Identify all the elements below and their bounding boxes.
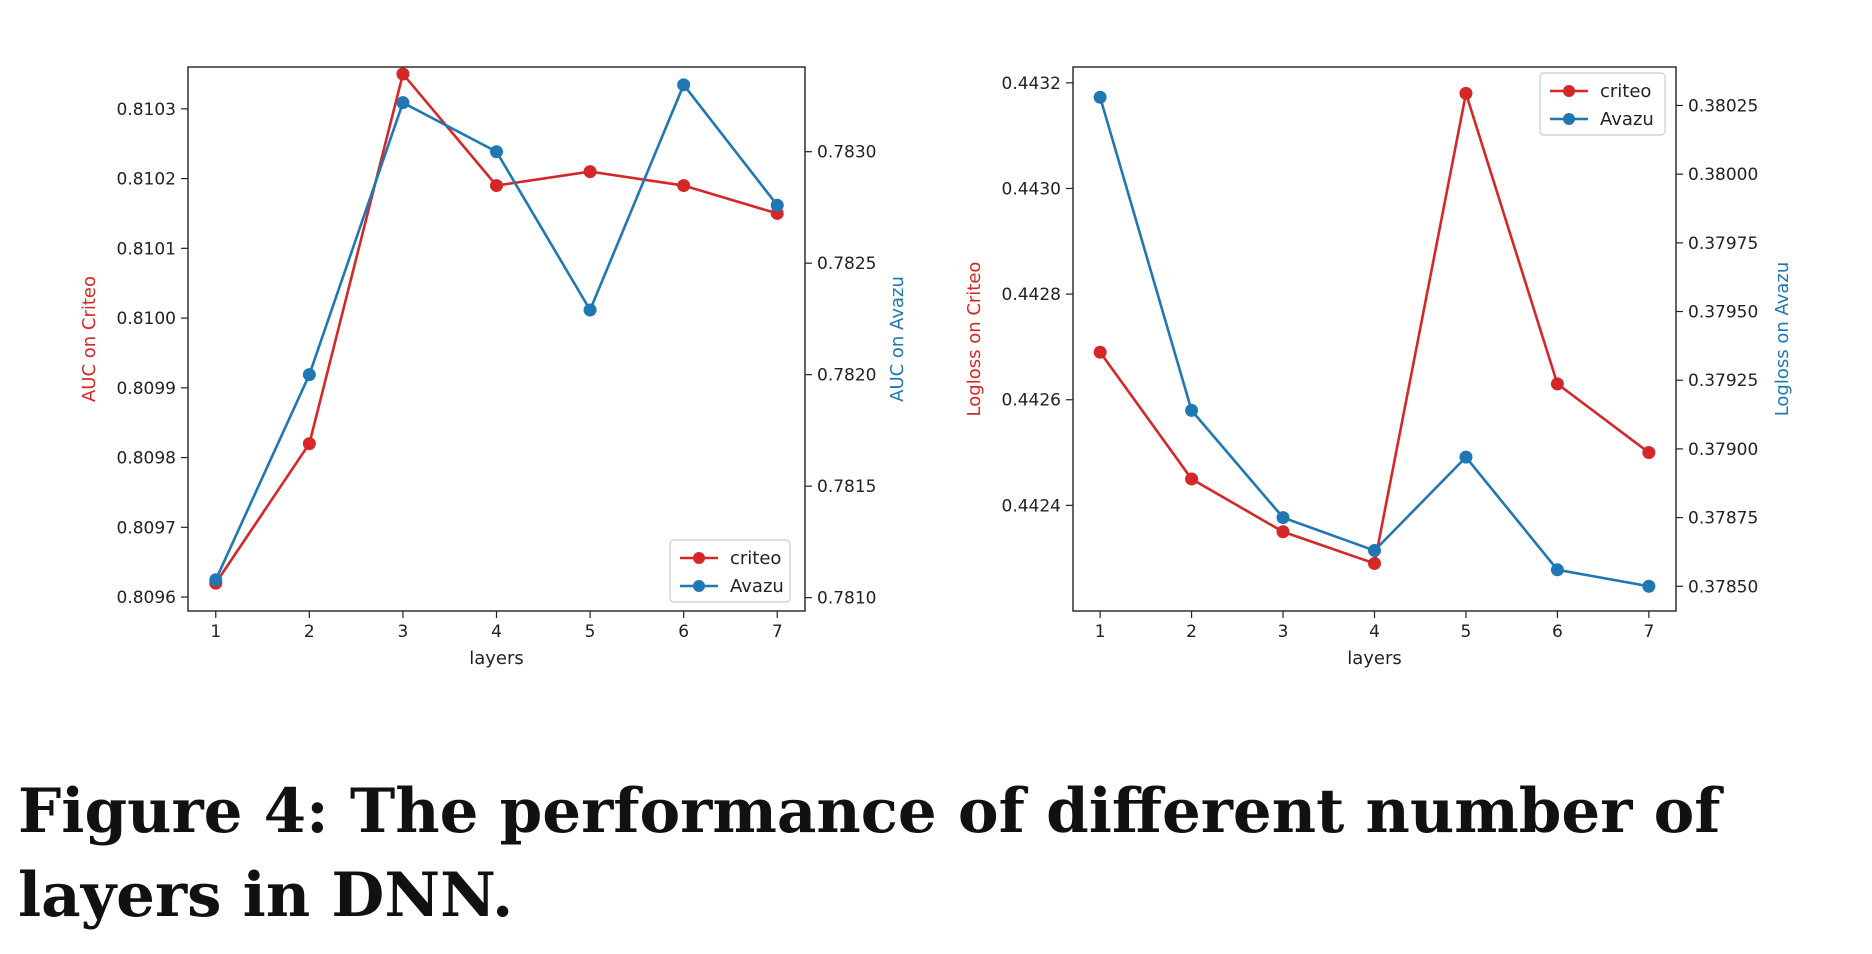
legend-marker-criteo: [693, 552, 705, 564]
data-point-criteo: [1550, 377, 1564, 391]
series-line-avazu: [214, 82, 779, 581]
auc-chart: 1 2 3 4 5 6 7 0.8096 0.8097 0.8098 0.8099 0.8100 0.8…: [79, 66, 908, 669]
x-tick-label: 4: [491, 622, 502, 642]
data-point-avazu: [1276, 511, 1290, 525]
y-right-tick-label: 0.37925: [1688, 371, 1758, 391]
figure-canvas: 1 2 3 4 5 6 7 0.8096 0.8097 0.8098 0.8099 0.8100 0.8…: [79, 66, 1793, 669]
y-left-tick-label: 0.8099: [117, 379, 176, 399]
y-right-tick-label: 0.37950: [1688, 303, 1758, 323]
series-line-criteo: [1099, 93, 1650, 566]
x-tick-label: 1: [1095, 622, 1106, 642]
data-point-criteo: [1093, 345, 1107, 359]
data-point-avazu: [302, 368, 316, 382]
y-left-tick-label: 0.4432: [1002, 74, 1061, 94]
series-line-avazu: [1098, 96, 1650, 588]
y-right-tick-label: 0.7825: [817, 254, 876, 274]
data-point-avazu: [1368, 544, 1381, 558]
y-left-tick-label: 0.8100: [117, 309, 176, 329]
x-tick-label: 7: [772, 622, 783, 642]
data-point-criteo: [1459, 86, 1473, 100]
legend-label-avazu: Avazu: [730, 576, 784, 597]
data-point-criteo: [302, 437, 316, 451]
y-right-axis-label: Logloss on Avazu: [1772, 262, 1793, 417]
y-left-tick-label: 0.4426: [1002, 391, 1061, 411]
legend-marker-avazu: [693, 580, 705, 592]
y-right-tick-label: 0.7830: [817, 143, 876, 163]
y-left-axis-label: AUC on Criteo: [79, 276, 100, 402]
x-axis-label: layers: [1347, 648, 1402, 669]
legend-label-criteo: criteo: [1600, 81, 1651, 102]
x-axis-label: layers: [469, 648, 524, 669]
legend-label-criteo: criteo: [730, 548, 781, 569]
y-left-tick-label: 0.4424: [1002, 496, 1061, 516]
y-left-tick-label: 0.8103: [117, 100, 176, 120]
y-right-tick-label: 0.38025: [1688, 96, 1758, 116]
x-tick-label: 2: [304, 622, 315, 642]
data-point-avazu: [1459, 450, 1473, 464]
y-left-tick-label: 0.4428: [1002, 285, 1061, 305]
y-left-tick-label: 0.4430: [1002, 179, 1061, 199]
y-right-tick-label: 0.7815: [817, 477, 876, 497]
data-point-avazu: [1550, 563, 1564, 577]
data-point-avazu: [677, 78, 691, 92]
data-point-criteo: [490, 179, 503, 193]
legend-marker-avazu: [1563, 113, 1575, 125]
y-left-tick-label: 0.8098: [117, 449, 176, 469]
data-point-avazu: [1642, 579, 1656, 593]
y-left-axis-label: Logloss on Criteo: [964, 262, 985, 417]
data-point-avazu: [490, 145, 503, 159]
y-left-tick-label: 0.8097: [117, 518, 176, 538]
x-tick-label: 7: [1643, 622, 1654, 642]
y-right-tick-label: 0.37850: [1688, 577, 1758, 597]
data-point-avazu: [396, 96, 410, 110]
x-tick-label: 6: [678, 622, 689, 642]
y-left-tick-label: 0.8102: [117, 170, 176, 190]
y-left-tick-label: 0.8096: [117, 588, 176, 608]
x-tick-label: 1: [210, 622, 221, 642]
y-right-tick-label: 0.7810: [817, 589, 876, 609]
x-tick-label: 4: [1369, 622, 1380, 642]
data-point-avazu: [1093, 90, 1107, 104]
data-point-avazu: [770, 198, 784, 212]
data-point-avazu: [209, 573, 223, 587]
plot-frame: [1072, 66, 1677, 612]
data-point-criteo: [583, 165, 597, 179]
x-tick-label: 6: [1552, 622, 1563, 642]
legend-label-avazu: Avazu: [1600, 109, 1654, 130]
y-right-axis-label: AUC on Avazu: [887, 276, 908, 402]
y-right-tick-label: 0.7820: [817, 366, 876, 386]
data-point-criteo: [1276, 525, 1290, 539]
data-point-criteo: [1368, 556, 1381, 570]
y-left-tick-label: 0.8101: [117, 239, 176, 259]
data-point-criteo: [1642, 446, 1656, 460]
y-right-tick-label: 0.38000: [1688, 165, 1758, 185]
data-point-criteo: [1185, 472, 1199, 486]
y-right-tick-label: 0.37875: [1688, 509, 1758, 529]
figure-caption: Figure 4: The performance of different n…: [18, 776, 1721, 931]
legend-marker-criteo: [1563, 85, 1575, 97]
y-right-tick-label: 0.37900: [1688, 440, 1758, 460]
x-tick-label: 5: [585, 622, 596, 642]
data-point-criteo: [677, 179, 691, 193]
x-tick-label: 3: [398, 622, 409, 642]
x-tick-label: 2: [1186, 622, 1197, 642]
data-point-avazu: [1185, 403, 1199, 417]
x-tick-label: 3: [1278, 622, 1289, 642]
data-point-criteo: [396, 67, 410, 81]
x-tick-label: 5: [1461, 622, 1472, 642]
data-point-avazu: [583, 303, 597, 317]
y-right-tick-label: 0.37975: [1688, 234, 1758, 254]
logloss-chart: 1 2 3 4 5 6 7 0.4424 0.4426 0.4428 0.4430 0.4432 0.3…: [964, 66, 1793, 669]
